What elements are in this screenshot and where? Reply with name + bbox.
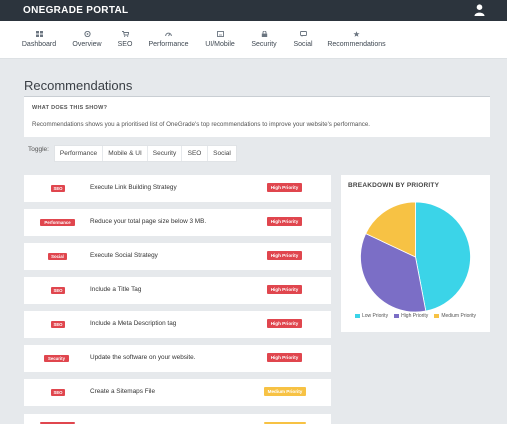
nav-label-recommendations: Recommendations [327,41,386,48]
category-badge: SEO [51,389,65,396]
category-badge: Security [44,355,69,362]
nav-label-overview: Overview [72,41,102,48]
recommendation-row[interactable]: SEO Execute Link Building Strategy High … [24,175,331,202]
legend-label-medium: Medium Priority [441,313,477,319]
dashboard-icon [35,31,43,37]
user-icon[interactable] [474,4,485,16]
info-heading: WHAT DOES THIS SHOW? [32,105,108,111]
toggle-label: Toggle: [28,146,49,153]
recommendation-text: Include a Title Tag [90,286,142,293]
priority-badge [264,422,306,424]
recommendation-text: Execute Social Strategy [90,252,158,259]
pie-slice-medium-priority[interactable] [365,201,416,258]
chart-legend: Low Priority High Priority Medium Priori… [341,313,490,319]
recommendation-row[interactable]: SEO Include a Meta Description tag High … [24,311,331,338]
priority-badge: High Priority [267,353,302,362]
priority-badge: High Priority [267,217,302,226]
nav-item-ui-mobile[interactable]: UI/Mobile [205,21,235,59]
toggle-seo[interactable]: SEO [182,146,208,161]
nav-item-social[interactable]: Social [293,21,313,59]
lock-icon [261,31,267,37]
category-badge: Performance [40,219,75,226]
nav-label-security: Security [251,41,277,48]
priority-badge: Medium Priority [264,387,306,396]
nav-label-seo: SEO [117,41,133,48]
legend-item-medium[interactable]: Medium Priority [434,313,476,319]
star-icon [353,31,360,37]
toggle-social[interactable]: Social [213,150,231,157]
chart-title: BREAKDOWN BY PRIORITY [348,182,440,189]
category-badge: SEO [51,321,65,328]
recommendation-row[interactable]: Security Update the software on your web… [24,345,331,372]
nav-item-seo[interactable]: SEO [117,21,133,59]
category-badge: SEO [51,287,65,294]
app-title[interactable]: ONEGRADE PORTAL [23,5,129,16]
legend-label-low: Low Priority [361,313,389,319]
info-text: Recommendations shows you a prioritised … [32,121,371,128]
category-badge: SEO [51,185,65,192]
recommendation-text: Update the software on your website. [90,354,196,361]
legend-item-high[interactable]: High Priority [394,313,428,319]
pie-slice-high-priority[interactable] [360,233,427,312]
legend-item-low[interactable]: Low Priority [354,313,389,319]
nav-label-social: Social [293,41,313,48]
legend-swatch-low [354,314,360,318]
info-panel: WHAT DOES THIS SHOW? Recommendations sho… [24,97,490,137]
title-divider [24,96,490,97]
page-title: Recommendations [24,78,133,93]
nav-item-security[interactable]: Security [251,21,277,59]
toggle-security[interactable]: Security [148,146,182,161]
priority-breakdown-card: BREAKDOWN BY PRIORITY Low Priority High … [341,175,490,332]
toggle-mobile-ui[interactable]: Mobile & UI [103,146,148,161]
nav-label-performance: Performance [148,41,189,48]
pie-slice-low-priority[interactable] [415,201,471,312]
top-bar: ONEGRADE PORTAL [0,0,507,21]
recommendation-text: Include a Meta Description tag [90,320,177,327]
pie-chart [360,201,471,312]
recommendation-text: Execute Link Building Strategy [90,184,177,191]
cart-icon [121,31,129,37]
nav-label-ui-mobile: UI/Mobile [205,41,235,48]
recommendation-row[interactable]: SEO Include a Title Tag High Priority [24,277,331,304]
recommendation-row[interactable]: SEO Create a Sitemaps File Medium Priori… [24,379,331,406]
priority-badge: High Priority [267,251,302,260]
overview-icon [83,31,91,37]
nav-label-dashboard: Dashboard [21,41,57,48]
legend-swatch-high [394,314,400,318]
recommendation-text: Create a Sitemaps File [90,388,155,395]
social-icon [299,31,307,37]
priority-badge: High Priority [267,183,302,192]
recommendation-row[interactable]: Social Execute Social Strategy High Prio… [24,243,331,270]
gauge-icon [165,32,172,37]
recommendation-text: Reduce your total page size below 3 MB. [90,218,207,225]
priority-badge: High Priority [267,319,302,328]
recommendation-row[interactable] [24,414,331,424]
legend-label-high: High Priority [401,313,429,319]
toggle-performance[interactable]: Performance [55,146,103,161]
recommendation-row[interactable]: Performance Reduce your total page size … [24,209,331,236]
main-nav: Dashboard Overview SEO Performance UI/Mo… [0,21,507,59]
toggle-group: Performance Mobile & UI Security SEO Soc… [54,145,237,162]
nav-item-dashboard[interactable]: Dashboard [21,21,57,59]
nav-item-performance[interactable]: Performance [148,21,189,59]
priority-badge: High Priority [267,285,302,294]
nav-item-overview[interactable]: Overview [72,21,102,59]
legend-swatch-medium [434,314,440,318]
mobile-icon [216,31,224,37]
category-badge [40,422,75,424]
category-badge: Social [48,253,67,260]
nav-item-recommendations[interactable]: Recommendations [327,21,386,59]
